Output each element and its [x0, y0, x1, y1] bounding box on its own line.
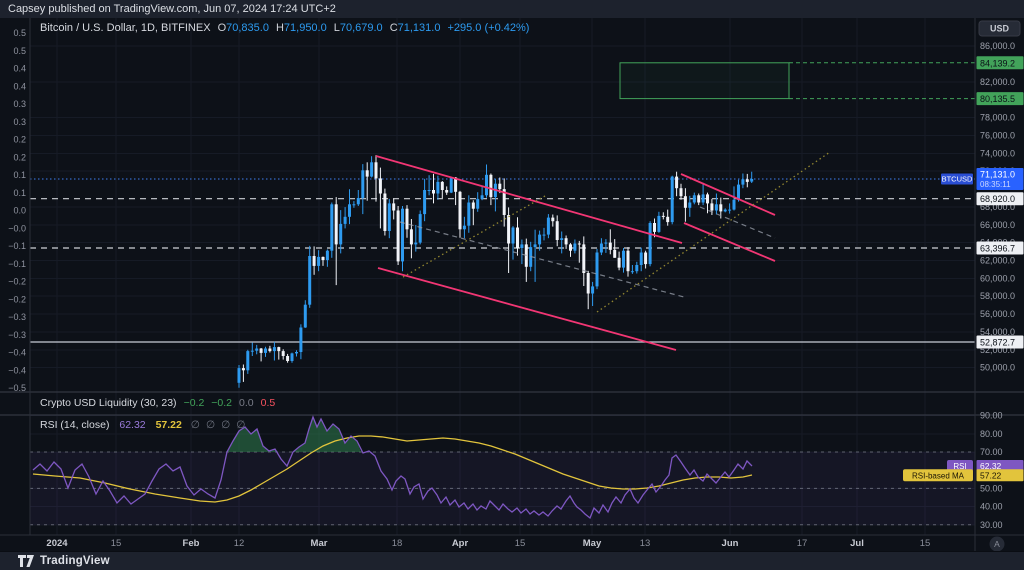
right-price-scale[interactable]: 86,000.0 82,000.0 78,000.0 76,000.0 74,000.0… [903, 41, 1024, 530]
svg-text:−0.3: −0.3 [8, 312, 26, 322]
svg-text:0.5: 0.5 [13, 28, 26, 38]
svg-text:90.00: 90.00 [980, 411, 1003, 421]
svg-text:80.00: 80.00 [980, 429, 1003, 439]
svg-text:0.3: 0.3 [13, 99, 26, 109]
svg-text:2024: 2024 [46, 538, 68, 549]
svg-text:0.1: 0.1 [13, 188, 26, 198]
svg-text:84,139.2: 84,139.2 [980, 58, 1015, 68]
price-level-lines[interactable] [30, 178, 975, 343]
svg-text:78,000.0: 78,000.0 [980, 113, 1015, 123]
svg-text:Feb: Feb [183, 538, 200, 549]
svg-text:BTCUSD: BTCUSD [942, 175, 973, 184]
svg-text:−0.3: −0.3 [8, 330, 26, 340]
svg-text:62,000.0: 62,000.0 [980, 256, 1015, 266]
footer: TradingView [0, 551, 1024, 570]
svg-text:−0.1: −0.1 [8, 259, 26, 269]
chart-canvas[interactable]: 0.5 0.5 0.4 0.4 0.3 0.3 0.2 0.2 0.1 0.1 0.0 −0.0 −0.… [0, 18, 1024, 551]
current-price-badge: 71,131.008:35:11 [976, 168, 1024, 190]
svg-text:Mar: Mar [311, 538, 328, 549]
auto-scale-button[interactable]: A [989, 536, 1005, 552]
svg-text:RSI-based MA: RSI-based MA [912, 471, 965, 480]
gridlines [30, 18, 975, 535]
left-price-scale[interactable]: 0.5 0.5 0.4 0.4 0.3 0.3 0.2 0.2 0.1 0.1 0.0 −0.0 −0.… [8, 28, 26, 393]
svg-text:15: 15 [515, 538, 526, 549]
svg-text:12: 12 [234, 538, 245, 549]
svg-text:63,396.7: 63,396.7 [980, 244, 1015, 254]
svg-text:18: 18 [392, 538, 403, 549]
svg-text:52,872.7: 52,872.7 [980, 338, 1015, 348]
svg-text:56,000.0: 56,000.0 [980, 309, 1015, 319]
svg-text:71,131.0: 71,131.0 [980, 170, 1015, 180]
svg-text:86,000.0: 86,000.0 [980, 41, 1015, 51]
svg-text:60,000.0: 60,000.0 [980, 273, 1015, 283]
svg-text:13: 13 [640, 538, 651, 549]
svg-text:0.2: 0.2 [13, 152, 26, 162]
svg-text:66,000.0: 66,000.0 [980, 220, 1015, 230]
svg-text:76,000.0: 76,000.0 [980, 131, 1015, 141]
svg-text:0.4: 0.4 [13, 81, 26, 91]
svg-text:0.0: 0.0 [13, 206, 26, 216]
svg-text:15: 15 [111, 538, 122, 549]
tradingview-brand[interactable]: TradingView [40, 555, 110, 567]
svg-text:74,000.0: 74,000.0 [980, 148, 1015, 158]
svg-text:08:35:11: 08:35:11 [980, 180, 1011, 189]
svg-text:15: 15 [920, 538, 931, 549]
svg-text:Apr: Apr [452, 538, 469, 549]
svg-text:0.4: 0.4 [13, 64, 26, 74]
svg-text:80,135.5: 80,135.5 [980, 94, 1015, 104]
svg-text:USD: USD [990, 24, 1010, 34]
svg-text:82,000.0: 82,000.0 [980, 77, 1015, 87]
svg-text:Jun: Jun [722, 538, 739, 549]
svg-text:0.2: 0.2 [13, 135, 26, 145]
svg-text:−0.2: −0.2 [8, 277, 26, 287]
svg-text:0.5: 0.5 [13, 46, 26, 56]
svg-text:57.22: 57.22 [980, 470, 1002, 480]
svg-text:58,000.0: 58,000.0 [980, 291, 1015, 301]
pane-separators[interactable] [0, 18, 1024, 551]
svg-text:30.00: 30.00 [980, 520, 1003, 530]
svg-text:−0.5: −0.5 [8, 383, 26, 393]
currency-unit-button[interactable]: USD [978, 20, 1021, 37]
svg-text:50,000.0: 50,000.0 [980, 363, 1015, 373]
svg-text:−0.2: −0.2 [8, 294, 26, 304]
svg-text:A: A [994, 539, 1000, 549]
svg-text:RSI: RSI [953, 462, 966, 471]
svg-text:62.32: 62.32 [980, 461, 1002, 471]
svg-text:17: 17 [797, 538, 808, 549]
tradingview-logo-icon[interactable] [18, 555, 34, 567]
svg-text:50.00: 50.00 [980, 483, 1003, 493]
svg-text:−0.4: −0.4 [8, 365, 26, 375]
svg-text:−0.4: −0.4 [8, 348, 26, 358]
svg-text:68,920.0: 68,920.0 [980, 194, 1015, 204]
svg-text:52,000.0: 52,000.0 [980, 345, 1015, 355]
svg-text:Jul: Jul [850, 538, 864, 549]
user-drawings[interactable] [375, 62, 975, 351]
svg-text:0.1: 0.1 [13, 170, 26, 180]
svg-text:0.3: 0.3 [13, 117, 26, 127]
publish-banner: Capsey published on TradingView.com, Jun… [0, 0, 1024, 18]
svg-text:54,000.0: 54,000.0 [980, 327, 1015, 337]
time-scale[interactable]: 2024 15 Feb 12 Mar 18 Apr 15 May 13 Jun 17 Jul 15 [46, 538, 930, 549]
svg-text:70.00: 70.00 [980, 447, 1003, 457]
svg-text:May: May [583, 538, 602, 549]
svg-text:−0.0: −0.0 [8, 223, 26, 233]
svg-text:−0.1: −0.1 [8, 241, 26, 251]
rsi-plot[interactable] [30, 415, 975, 526]
svg-text:40.00: 40.00 [980, 502, 1003, 512]
symbol-price-tag: BTCUSD [941, 173, 973, 185]
svg-text:68,000.0: 68,000.0 [980, 202, 1015, 212]
